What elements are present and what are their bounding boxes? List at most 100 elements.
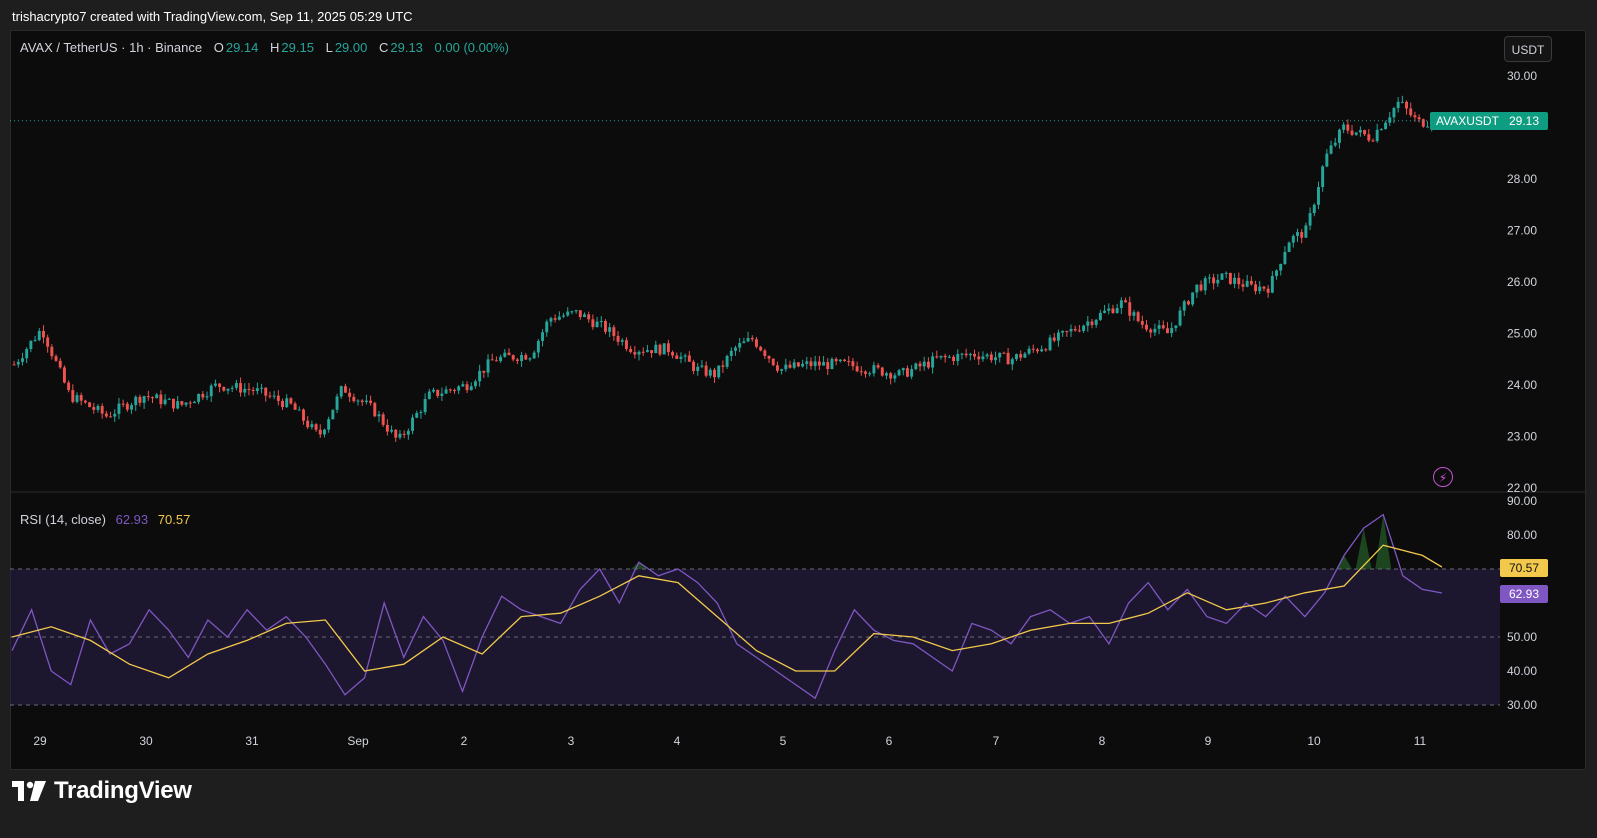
candle-body [553,318,557,320]
candle-body [75,395,79,402]
candle-body [331,409,335,420]
candle-body [310,424,314,428]
candle-body [1149,329,1153,333]
candle-body [1346,124,1350,131]
candle-body [792,362,796,368]
candle-body [494,360,498,362]
candle-body [1077,330,1081,332]
price-axis: 30.00 28.00 27.00 26.00 25.00 24.00 23.00 22.00 [1507,69,1537,495]
candle-body [58,360,62,368]
candle-body [876,365,880,368]
candle-body [1124,300,1128,303]
candle-body [243,388,247,393]
candle-body [1119,300,1123,309]
open-label: O [213,40,224,55]
candle-body [213,383,217,386]
candle-body [566,311,570,316]
candle-body [1371,140,1375,142]
time-tick-label: Sep [347,734,369,748]
credit-text: trishacrypto7 created with TradingView.c… [12,9,413,24]
candle-body [1107,308,1111,311]
candle-body [302,409,305,421]
candle-body [318,429,322,435]
candle-body [348,392,352,397]
candle-body [1002,352,1006,354]
candle-body [1161,325,1165,329]
candle-body [486,359,490,373]
candle-body [868,373,872,375]
candle-body [385,424,389,432]
candle-body [1040,349,1044,352]
currency-unit-button[interactable]: USDT [1504,36,1552,62]
candle-body [167,398,171,400]
candle-body [562,315,565,317]
candle-body [931,356,935,368]
candle-body [935,356,939,358]
candle-body [591,319,595,328]
time-tick-label: 10 [1307,734,1321,748]
time-tick-label: 2 [461,734,468,748]
candle-body [478,370,482,382]
price-tick-label: 24.00 [1507,378,1537,392]
candle-body [704,365,708,376]
candle-body [994,357,997,361]
lightning-icon[interactable]: ⚡ [1433,467,1453,487]
candle-body [637,351,641,355]
candle-body [369,400,373,404]
candle-body [1358,130,1362,133]
candle-body [1417,117,1421,120]
candle-body [1291,235,1295,243]
candle-body [1392,108,1396,118]
candle-body [255,388,259,391]
candle-body [1329,145,1333,154]
change-value: 0.00 (0.00%) [434,40,509,55]
candle-body [1111,308,1115,313]
candle-body [1220,273,1224,280]
price-and-rsi-chart[interactable]: 30.00 28.00 27.00 26.00 25.00 24.00 23.00 22.00… [10,30,1586,770]
candle-body [1065,331,1069,333]
candle-body [1363,130,1367,135]
candle-body [666,343,670,353]
candle-body [1010,359,1014,365]
candle-body [1287,242,1291,252]
candle-body [490,359,494,361]
candle-body [729,350,733,356]
candle-body [1350,130,1354,135]
candle-body [759,346,763,351]
candle-body [717,365,721,378]
candle-body [29,340,33,350]
price-tick-label: 28.00 [1507,172,1537,186]
candle-body [1270,275,1274,293]
candle-body [1103,310,1107,313]
candle-body [306,420,310,428]
candle-body [851,361,855,367]
candle-body [432,389,435,392]
candle-body [281,400,284,408]
candle-body [1283,251,1287,265]
candle-body [645,350,649,352]
candle-body [1254,284,1258,292]
candle-body [641,351,645,353]
candle-body [1207,277,1211,279]
candle-body [230,387,234,389]
rsi-ma-line [11,544,1443,679]
candle-body [515,359,519,362]
candle-body [398,433,402,438]
candle-body [943,355,947,358]
candle-body [226,388,230,391]
candle-body [1174,325,1178,329]
candle-body [612,327,616,336]
candle-body [1228,272,1232,284]
candle-body [1325,153,1329,167]
candle-body [92,407,96,410]
rsi-tick-label: 80.00 [1507,528,1537,542]
candle-body [775,365,779,371]
candle-body [390,429,394,432]
candle-body [780,369,784,371]
candle-body [826,362,830,369]
candle-body [595,321,599,328]
candle-body [817,361,821,366]
candle-body [570,311,574,313]
candle-body [440,393,444,396]
candle-body [373,403,377,417]
